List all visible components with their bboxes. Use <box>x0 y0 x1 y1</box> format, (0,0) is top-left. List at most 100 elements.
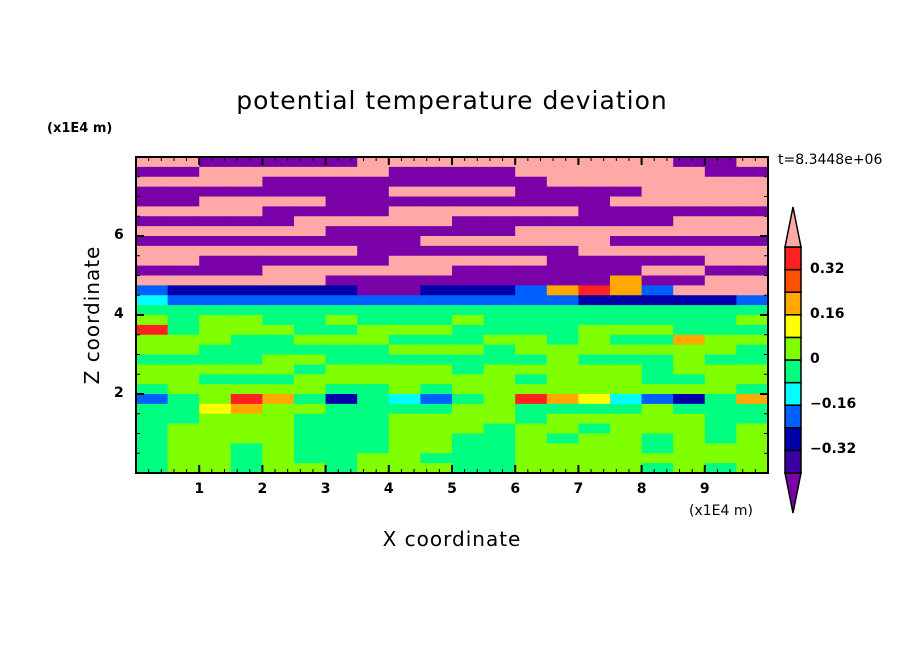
heatmap-cell <box>294 216 327 227</box>
heatmap-cell <box>420 196 453 207</box>
heatmap-cell <box>515 443 548 454</box>
heatmap-cell <box>357 463 390 474</box>
heatmap-cell <box>167 394 200 405</box>
heatmap-cell <box>136 166 169 178</box>
heatmap-cell <box>230 176 263 188</box>
heatmap-cell <box>610 315 643 326</box>
heatmap-cell <box>199 364 232 375</box>
heatmap-cell <box>294 364 327 375</box>
heatmap-cell <box>736 374 769 385</box>
heatmap-cell <box>641 245 674 257</box>
heatmap-cell <box>736 463 769 474</box>
heatmap-cell <box>578 354 611 365</box>
heatmap-cell <box>230 413 263 425</box>
heatmap-cell <box>483 196 516 207</box>
heatmap-cell <box>136 315 169 326</box>
heatmap-cell <box>167 433 200 444</box>
heatmap-cell <box>673 196 706 207</box>
heatmap-cell <box>357 443 390 454</box>
heatmap-cell <box>704 334 737 346</box>
heatmap-cell <box>262 275 295 286</box>
heatmap-cell <box>641 176 674 188</box>
heatmap-cell <box>452 305 485 316</box>
heatmap-cell <box>704 423 737 434</box>
heatmap-cell <box>294 354 327 365</box>
heatmap-cell <box>388 324 421 336</box>
colorbar-upper-extend <box>784 206 802 248</box>
heatmap-cell <box>388 275 421 286</box>
x-tick-label: 5 <box>447 481 457 497</box>
heatmap-cell <box>357 364 390 375</box>
heatmap-cell <box>167 186 200 197</box>
heatmap-cell <box>167 255 200 267</box>
heatmap-cell <box>610 236 643 247</box>
heatmap-cell <box>357 186 390 197</box>
heatmap-cell <box>388 443 421 454</box>
heatmap-cell <box>610 295 643 306</box>
heatmap-cell <box>673 295 706 306</box>
heatmap-cell <box>357 374 390 385</box>
heatmap-cell <box>704 226 737 237</box>
heatmap-cell <box>420 344 453 355</box>
heatmap-cell <box>515 394 548 405</box>
colorbar-label: 0.32 <box>810 260 845 277</box>
heatmap-cell <box>483 334 516 346</box>
heatmap-cell <box>357 196 390 207</box>
heatmap-cell <box>610 324 643 336</box>
heatmap-cell <box>199 394 232 405</box>
heatmap-cell <box>294 226 327 237</box>
heatmap-cell <box>736 166 769 178</box>
heatmap-cell <box>357 403 390 415</box>
heatmap-cell <box>452 374 485 385</box>
heatmap-cell <box>452 196 485 207</box>
heatmap-cell <box>420 265 453 276</box>
heatmap-cell <box>388 216 421 227</box>
heatmap-cell <box>610 334 643 346</box>
heatmap-cell <box>704 295 737 306</box>
heatmap-cell <box>136 413 169 425</box>
heatmap-cell <box>483 403 516 415</box>
heatmap-cell <box>136 403 169 415</box>
heatmap-cell <box>420 423 453 434</box>
heatmap-cell <box>704 384 737 395</box>
heatmap-cell <box>420 443 453 454</box>
heatmap-cell <box>578 423 611 434</box>
heatmap-cell <box>230 433 263 444</box>
heatmap-cell <box>578 216 611 227</box>
heatmap-cell <box>673 364 706 375</box>
heatmap-cell <box>578 394 611 405</box>
heatmap-cell <box>230 423 263 434</box>
heatmap-cell <box>736 157 769 168</box>
heatmap-cell <box>578 443 611 454</box>
heatmap-cell <box>325 216 358 227</box>
x-tick-label: 1 <box>194 481 205 497</box>
heatmap-cell <box>230 324 263 336</box>
heatmap-cell <box>515 265 548 276</box>
heatmap-cell <box>483 374 516 385</box>
heatmap-cell <box>452 334 485 346</box>
heatmap-cell <box>578 453 611 464</box>
heatmap-cell <box>388 463 421 474</box>
heatmap-cell <box>136 186 169 197</box>
heatmap-cell <box>262 394 295 405</box>
heatmap-cell <box>673 236 706 247</box>
heatmap-cell <box>610 374 643 385</box>
heatmap-cell <box>610 413 643 425</box>
heatmap-cell <box>420 176 453 188</box>
heatmap-cell <box>136 255 169 267</box>
heatmap-cell <box>357 315 390 326</box>
heatmap-cell <box>325 413 358 425</box>
heatmap-cell <box>546 206 579 217</box>
heatmap-cell <box>199 216 232 227</box>
colorbar-box <box>784 381 802 406</box>
heatmap-cell <box>167 226 200 237</box>
heatmap-cell <box>641 226 674 237</box>
heatmap-cell <box>136 305 169 316</box>
heatmap-cell <box>578 255 611 267</box>
heatmap-cell <box>167 305 200 316</box>
colorbar-box <box>784 336 802 361</box>
heatmap-cell <box>546 433 579 444</box>
heatmap-cell <box>262 384 295 395</box>
heatmap-cell <box>736 305 769 316</box>
heatmap-cell <box>515 245 548 257</box>
